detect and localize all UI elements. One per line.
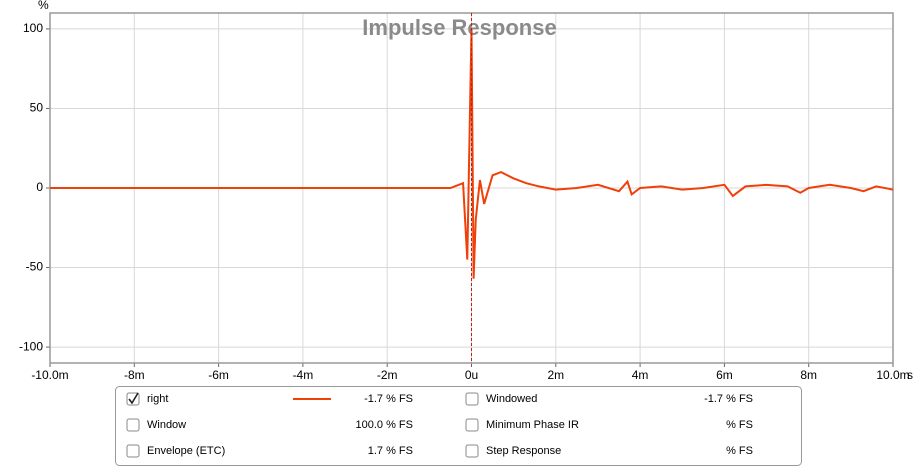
checkbox[interactable] (465, 392, 479, 406)
x-tick-label: 0u (465, 368, 478, 382)
x-unit: s (907, 368, 913, 382)
x-tick-label: -10.0m (31, 368, 68, 382)
legend-panel (115, 386, 802, 466)
x-tick-label: 4m (632, 368, 649, 382)
x-tick-label: -6m (208, 368, 229, 382)
x-tick-label: -8m (124, 368, 145, 382)
legend-value: -1.7 % FS (704, 393, 753, 405)
legend-value: % FS (726, 445, 753, 457)
y-tick-label: 100 (23, 21, 43, 35)
x-tick-label: 6m (716, 368, 733, 382)
y-tick-label: -100 (19, 339, 43, 353)
legend-label: Step Response (486, 445, 561, 457)
checkbox[interactable] (465, 418, 479, 432)
x-tick-label: 8m (800, 368, 817, 382)
y-tick-label: 0 (36, 180, 43, 194)
legend-value: -1.7 % FS (364, 393, 413, 405)
legend-label: Minimum Phase IR (486, 419, 579, 431)
y-tick-label: -50 (26, 260, 44, 274)
x-tick-label: 10.0m (876, 368, 909, 382)
y-tick-label: 50 (30, 101, 44, 115)
checkbox[interactable] (465, 444, 479, 458)
checkbox[interactable] (126, 444, 140, 458)
y-unit: % (38, 0, 49, 12)
legend-label: Windowed (486, 393, 537, 405)
x-tick-label: 2m (547, 368, 564, 382)
legend-value: 1.7 % FS (368, 445, 413, 457)
legend-label: right (147, 393, 168, 405)
legend-label: Envelope (ETC) (147, 445, 225, 457)
chart-title: Impulse Response (362, 15, 556, 40)
data-line (50, 28, 894, 279)
x-tick-label: -2m (377, 368, 398, 382)
x-tick-label: -4m (293, 368, 314, 382)
legend-label: Window (147, 419, 186, 431)
checkbox[interactable] (126, 418, 140, 432)
check-mark (128, 392, 139, 405)
legend-value: 100.0 % FS (356, 419, 413, 431)
legend-value: % FS (726, 419, 753, 431)
